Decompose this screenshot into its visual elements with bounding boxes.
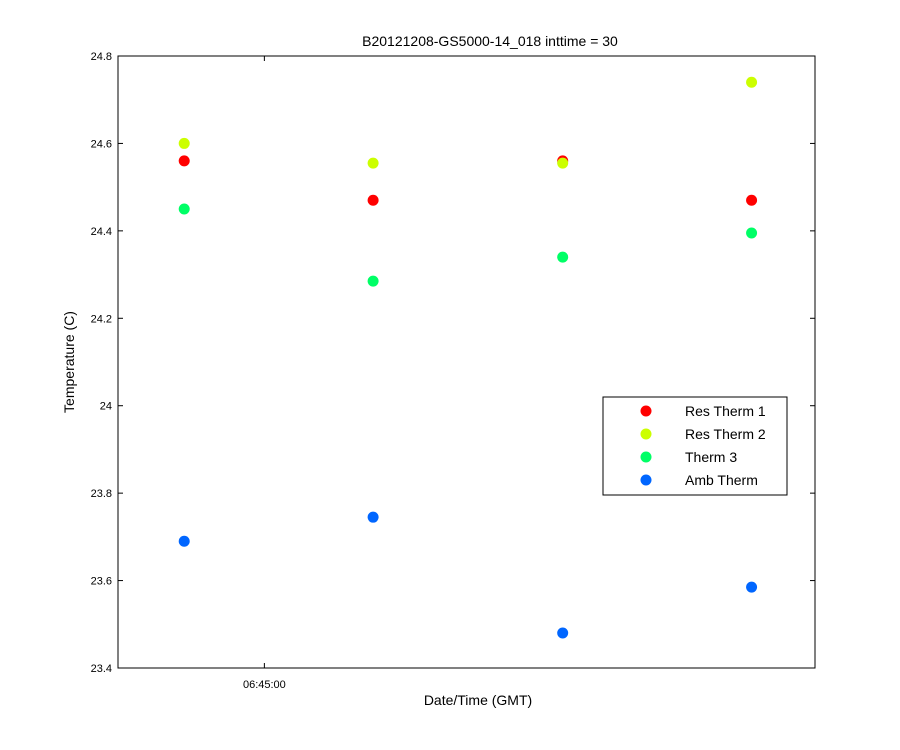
data-points — [178, 76, 758, 639]
plot-area — [117, 55, 816, 669]
data-point — [367, 194, 379, 206]
data-point — [746, 227, 758, 239]
data-point — [178, 535, 190, 547]
y-tick-label: 24.6 — [91, 138, 112, 150]
x-tick-label: 06:45:00 — [243, 679, 286, 691]
data-point — [178, 155, 190, 167]
y-tick-label: 24.8 — [91, 51, 112, 63]
data-point — [367, 275, 379, 287]
y-axis-label: Temperature (C) — [61, 311, 77, 413]
legend-marker — [640, 405, 652, 417]
y-axis-ticks: 23.4 23.6 23.8 24 24.2 24.4 24.6 24.8 — [91, 51, 815, 675]
legend-label: Res Therm 1 — [685, 403, 766, 419]
legend: Res Therm 1 Res Therm 2 Therm 3 Amb Therm — [602, 396, 788, 496]
data-point — [557, 251, 569, 263]
data-point — [746, 194, 758, 206]
legend-label: Res Therm 2 — [685, 426, 766, 442]
data-point — [746, 76, 758, 88]
data-point — [557, 157, 569, 169]
x-axis-label: Date/Time (GMT) — [424, 692, 532, 708]
chart-title: B20121208-GS5000-14_018 inttime = 30 — [362, 33, 618, 49]
legend-label: Amb Therm — [685, 472, 758, 488]
data-point — [367, 511, 379, 523]
data-point — [367, 157, 379, 169]
y-tick-label: 24.2 — [91, 313, 112, 325]
legend-label: Therm 3 — [685, 449, 737, 465]
legend-marker — [640, 428, 652, 440]
data-point — [178, 203, 190, 215]
y-tick-label: 23.8 — [91, 488, 112, 500]
legend-box — [602, 396, 788, 496]
legend-marker — [640, 451, 652, 463]
data-point — [746, 581, 758, 593]
legend-marker — [640, 474, 652, 486]
y-tick-label: 23.4 — [91, 663, 112, 675]
y-tick-label: 24.4 — [91, 226, 112, 238]
data-point — [557, 627, 569, 639]
data-point — [178, 137, 190, 149]
y-tick-label: 23.6 — [91, 576, 112, 588]
y-tick-label: 24 — [100, 401, 112, 413]
x-axis-ticks: 06:45:00 — [243, 56, 286, 691]
